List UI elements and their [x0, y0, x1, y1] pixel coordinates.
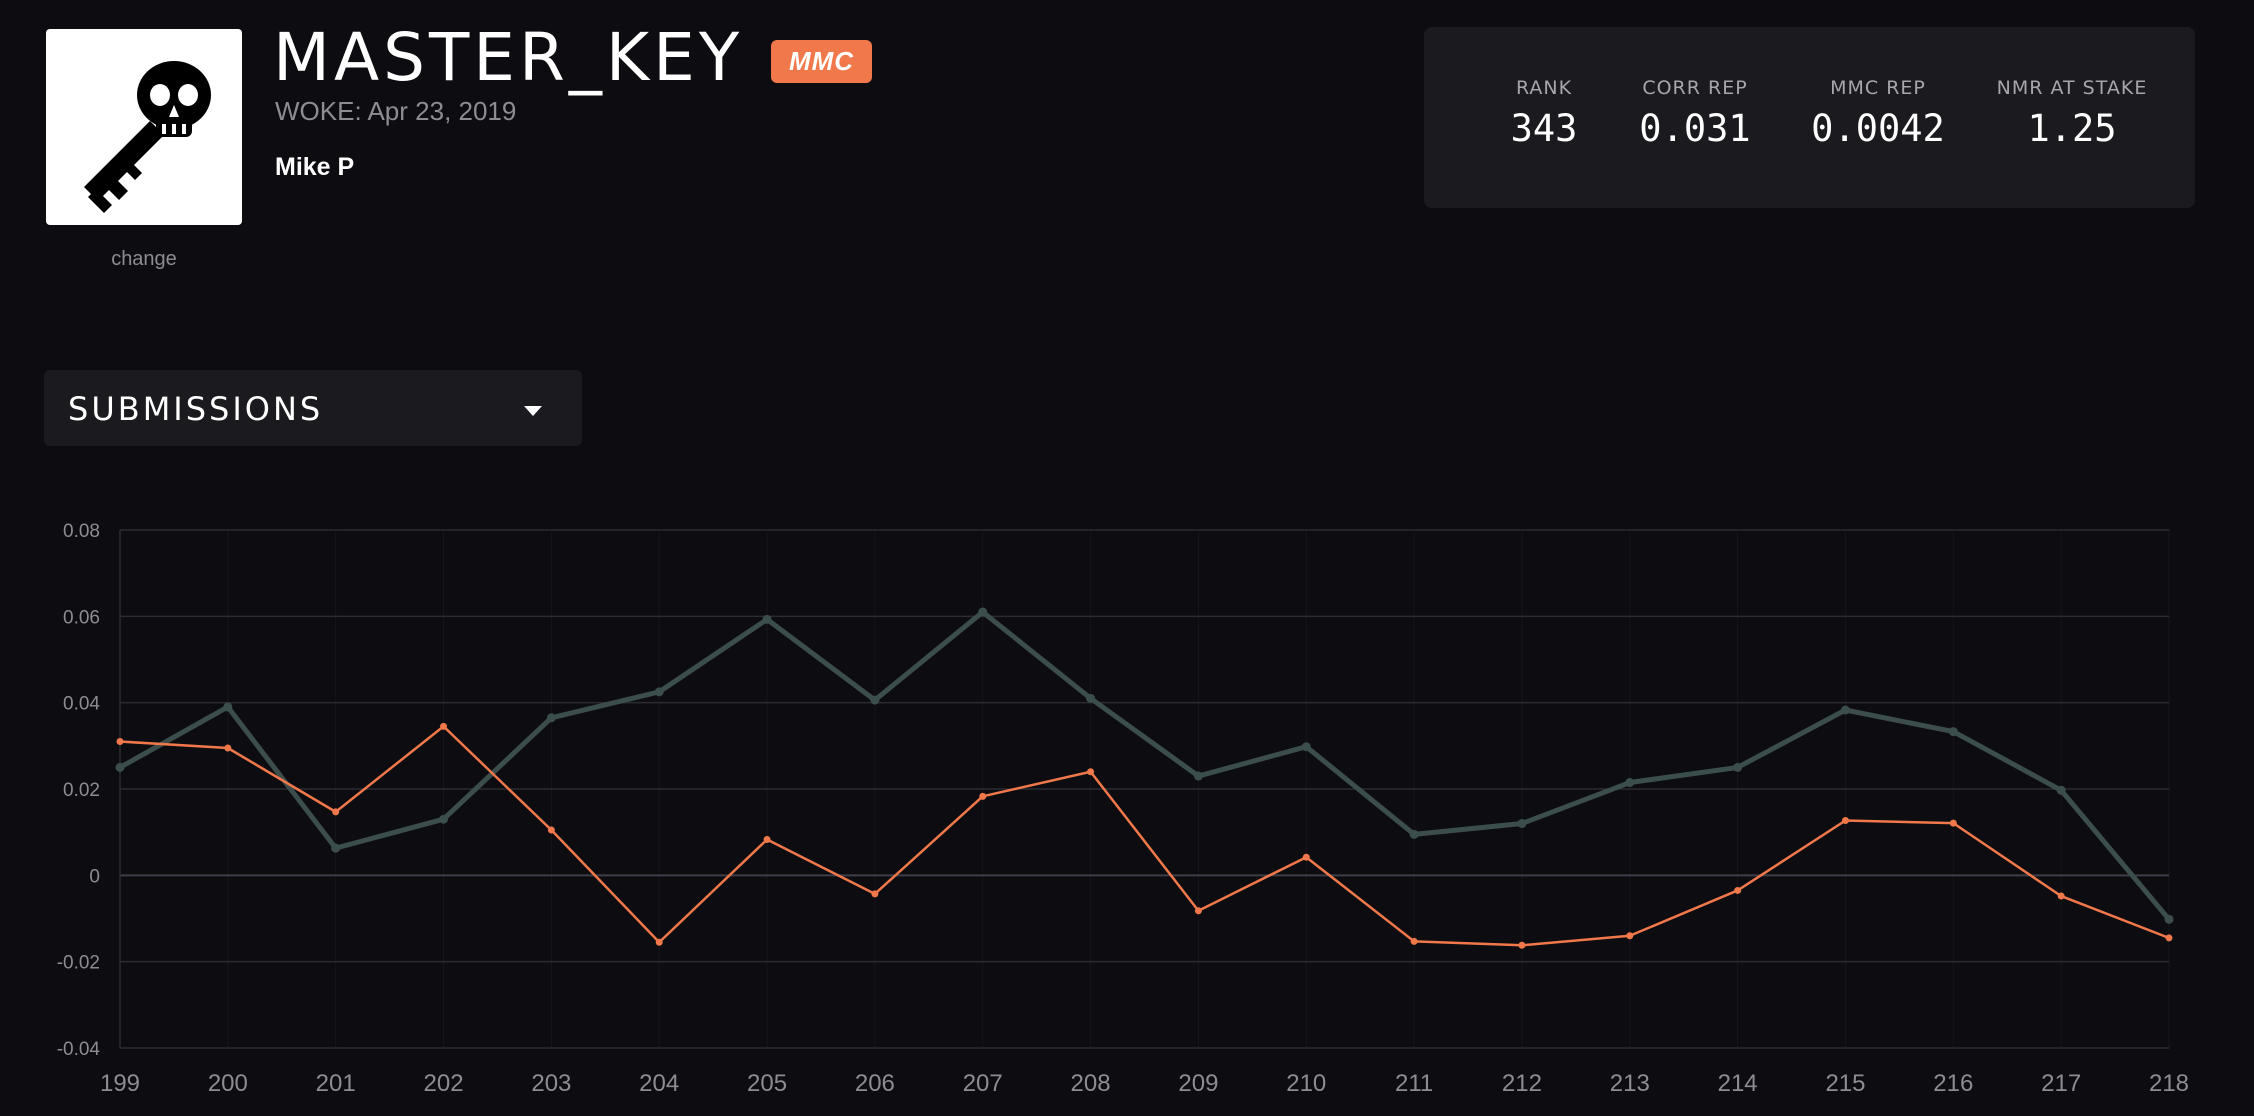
x-tick-label: 202: [424, 1070, 464, 1097]
data-point[interactable]: [978, 607, 988, 617]
chart-grid: [119, 529, 2170, 1049]
data-point[interactable]: [1734, 886, 1742, 894]
stat-label: MMC REP: [1830, 77, 1926, 99]
data-point[interactable]: [2057, 892, 2065, 900]
series-line-1: [119, 725, 2170, 947]
stat-label: NMR AT STAKE: [1996, 77, 2148, 99]
data-point[interactable]: [2056, 785, 2066, 795]
x-tick-label: 201: [316, 1070, 356, 1097]
x-tick-label: 208: [1071, 1070, 1111, 1097]
y-tick-label: 0.02: [63, 780, 100, 801]
stats-panel: RANK 343 CORR REP 0.031 MMC REP 0.0042 N…: [1424, 27, 2195, 208]
x-tick-label: 213: [1610, 1070, 1650, 1097]
data-point[interactable]: [1840, 705, 1850, 715]
x-tick-label: 214: [1718, 1070, 1758, 1097]
data-point[interactable]: [547, 826, 555, 834]
stat-label: RANK: [1515, 77, 1573, 99]
y-tick-label: 0: [89, 866, 100, 887]
model-name: MASTER_KEY: [273, 19, 744, 96]
x-tick-label: 215: [1825, 1070, 1865, 1097]
stat-mmc-rep: MMC REP 0.0042: [1780, 77, 1976, 150]
x-axis-ticks: 199 200 201 202 203 204 205 206 207 208 209 210 211 2…: [100, 1070, 2189, 1097]
stat-value: 0.0042: [1811, 107, 1945, 150]
data-point[interactable]: [115, 762, 125, 772]
x-tick-label: 216: [1933, 1070, 1973, 1097]
woke-date: WOKE: Apr 23, 2019: [275, 96, 517, 126]
data-point[interactable]: [1301, 742, 1311, 752]
avatar[interactable]: [46, 29, 242, 225]
stat-label: CORR REP: [1642, 77, 1748, 99]
data-point[interactable]: [979, 792, 987, 800]
x-tick-label: 203: [531, 1070, 571, 1097]
x-tick-label: 218: [2149, 1070, 2189, 1097]
y-tick-label: -0.02: [57, 953, 100, 974]
data-point[interactable]: [1626, 932, 1634, 940]
x-tick-label: 206: [855, 1070, 895, 1097]
y-tick-label: -0.04: [57, 1039, 101, 1060]
data-point[interactable]: [116, 738, 124, 746]
x-tick-label: 205: [747, 1070, 787, 1097]
data-point[interactable]: [655, 938, 663, 946]
data-point[interactable]: [1194, 907, 1202, 915]
data-point[interactable]: [331, 843, 341, 853]
data-point[interactable]: [1518, 941, 1526, 949]
y-tick-label: 0.06: [63, 607, 100, 628]
chevron-down-icon[interactable]: [522, 404, 544, 418]
data-point[interactable]: [870, 695, 880, 705]
stat-value: 343: [1510, 107, 1578, 150]
submissions-dropdown[interactable]: SUBMISSIONS: [44, 370, 582, 446]
data-point[interactable]: [224, 744, 232, 752]
y-axis-ticks: 0.08 0.06 0.04 0.02 0 -0.02 -0.04: [57, 521, 101, 1060]
y-tick-label: 0.08: [63, 521, 100, 542]
stat-corr-rep: CORR REP 0.031: [1600, 77, 1790, 150]
data-point[interactable]: [1949, 819, 1957, 827]
data-point[interactable]: [1410, 937, 1418, 945]
y-tick-label: 0.04: [63, 694, 100, 715]
data-point[interactable]: [871, 890, 879, 898]
x-tick-label: 210: [1286, 1070, 1326, 1097]
data-point[interactable]: [1193, 771, 1203, 781]
data-point[interactable]: [762, 614, 772, 624]
data-point[interactable]: [763, 836, 771, 844]
owner-name: Mike P: [275, 153, 355, 181]
x-tick-label: 204: [639, 1070, 679, 1097]
x-tick-label: 199: [100, 1070, 140, 1097]
data-point[interactable]: [2164, 914, 2174, 924]
data-point[interactable]: [439, 814, 449, 824]
x-tick-label: 217: [2041, 1070, 2081, 1097]
avatar-change-link[interactable]: change: [111, 248, 177, 270]
chart-series: [115, 607, 2174, 949]
mmc-badge: MMC: [771, 40, 872, 83]
data-point[interactable]: [1409, 829, 1419, 839]
x-tick-label: 200: [208, 1070, 248, 1097]
stat-rank: RANK 343: [1460, 77, 1628, 150]
data-point[interactable]: [223, 702, 233, 712]
data-point[interactable]: [440, 722, 448, 730]
dropdown-label: SUBMISSIONS: [68, 390, 324, 428]
data-point[interactable]: [1086, 693, 1096, 703]
data-point[interactable]: [1302, 853, 1310, 861]
data-point[interactable]: [1087, 768, 1095, 776]
data-point[interactable]: [546, 713, 556, 723]
data-point[interactable]: [2165, 934, 2173, 942]
series-line-0: [118, 609, 2171, 921]
data-point[interactable]: [332, 808, 340, 816]
stat-value: 0.031: [1639, 107, 1751, 150]
data-point[interactable]: [1733, 762, 1743, 772]
data-point[interactable]: [1517, 819, 1527, 829]
line-chart: 0.08 0.06 0.04 0.02 0 -0.02 -0.04 199 200 201 202…: [57, 521, 2189, 1097]
stat-nmr-at-stake: NMR AT STAKE 1.25: [1972, 77, 2172, 150]
x-tick-label: 212: [1502, 1070, 1542, 1097]
x-tick-label: 211: [1395, 1070, 1433, 1097]
submissions-chart: 0.08 0.06 0.04 0.02 0 -0.02 -0.04 199 200 201 202…: [0, 500, 2254, 1116]
x-tick-label: 207: [963, 1070, 1003, 1097]
data-point[interactable]: [654, 687, 664, 697]
stat-value: 1.25: [2027, 107, 2117, 150]
skull-key-icon: [84, 61, 211, 213]
x-tick-label: 209: [1178, 1070, 1218, 1097]
data-point[interactable]: [1948, 727, 1958, 737]
data-point[interactable]: [1841, 817, 1849, 825]
data-point[interactable]: [1625, 778, 1635, 788]
